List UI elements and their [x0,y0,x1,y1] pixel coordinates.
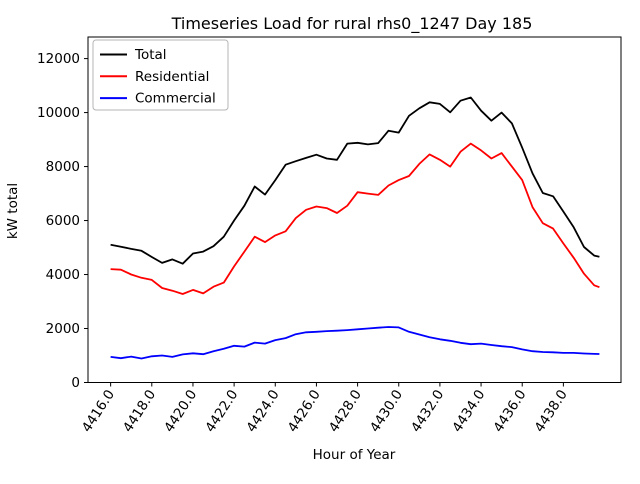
x-tick-label: 4416.0 [79,387,118,435]
x-tick-label: 4424.0 [243,387,282,435]
x-tick-label: 4438.0 [532,387,571,435]
x-tick-label: 4422.0 [202,387,241,435]
x-tick-label: 4436.0 [490,387,529,435]
x-tick-label: 4434.0 [449,387,488,435]
y-tick-label: 10000 [37,105,80,121]
x-tick-label: 4428.0 [326,387,365,435]
y-tick-label: 4000 [46,267,80,283]
plot-border [87,36,622,383]
y-tick-label: 2000 [46,321,80,337]
y-axis-label: kW total [5,183,21,239]
x-tick-label: 4430.0 [367,387,406,435]
x-tick-label: 4418.0 [120,387,159,435]
y-tick-label: 12000 [37,51,80,67]
series-line-commercial [110,326,600,360]
legend-label-total: Total [134,47,167,63]
x-tick-label: 4432.0 [408,387,447,435]
chart-title: Timeseries Load for rural rhs0_1247 Day … [171,14,533,34]
y-tick-label: 6000 [46,213,80,229]
y-tick-label: 8000 [46,159,80,175]
series-line-total [110,96,600,265]
x-tick-label: 4420.0 [161,387,200,435]
legend-label-residential: Residential [135,69,209,85]
x-tick-label: 4426.0 [285,387,324,435]
x-axis-label: Hour of Year [313,447,396,463]
legend: Total Residential Commercial [92,39,229,111]
legend-box [92,39,229,111]
series-line-residential [110,142,600,295]
legend-label-commercial: Commercial [135,91,216,107]
y-tick-label: 0 [71,375,80,391]
data-series [110,96,600,360]
